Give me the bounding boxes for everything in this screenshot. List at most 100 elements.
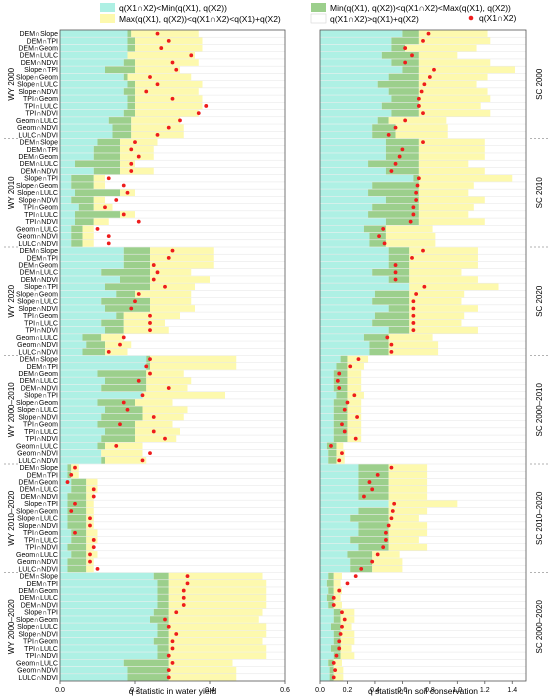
bar-max-segment [328, 572, 334, 580]
bar-max-segment [123, 247, 150, 254]
bar-sum-segment [135, 109, 199, 117]
q-point [375, 552, 380, 557]
bar-max-segment [71, 174, 94, 182]
bar-min-segment [60, 146, 94, 153]
bar-sum-segment [101, 334, 124, 341]
bar-max-segment [369, 348, 389, 356]
q-point [400, 147, 405, 152]
bar-max-segment [71, 232, 83, 240]
bar-max-segment [71, 529, 87, 537]
bar-max-segment [71, 478, 87, 486]
q-point [416, 104, 421, 108]
bar-max-segment [105, 66, 135, 74]
bar-max-segment [328, 659, 334, 667]
bar-max-segment [82, 348, 105, 356]
bar-min-segment [60, 391, 143, 399]
bar-max-segment [388, 88, 419, 95]
q-point [133, 140, 137, 145]
row-label: TPI∩NDVI [25, 328, 58, 335]
bar-sum-segment [135, 435, 177, 442]
bar-sum-segment [120, 138, 158, 146]
q-point [390, 509, 395, 513]
q-point [166, 386, 171, 390]
q-point [411, 328, 416, 333]
row-label: Geom∩LULC [16, 660, 58, 667]
bar-min-segment [60, 80, 128, 88]
bar-sum-segment [93, 182, 105, 189]
bar-min-segment [320, 572, 329, 580]
row-label: TPI∩LULC [24, 103, 58, 110]
q-point [166, 653, 171, 658]
bar-max-segment [358, 478, 389, 486]
x-tick-label: 1.0 [452, 687, 462, 694]
bar-max-segment [391, 109, 419, 117]
legend-swatch-white [310, 13, 327, 24]
plot-frame [319, 29, 527, 682]
bar-max-segment [333, 637, 341, 645]
q-point [353, 436, 358, 441]
bar-max-segment [402, 66, 419, 74]
bar-min-segment [320, 522, 359, 529]
q-point [337, 646, 342, 651]
q-point [181, 595, 186, 600]
bar-sum-segment [340, 630, 355, 638]
q-point [362, 494, 366, 499]
bar-min-segment [320, 616, 334, 623]
bar-min-segment [60, 261, 124, 269]
bar-sum-segment [131, 30, 199, 37]
bar-min-segment [60, 363, 147, 370]
bar-max-segment [377, 117, 389, 124]
q-point [353, 574, 358, 579]
bar-min-segment [60, 66, 105, 74]
row-label: DEM∩Slope [20, 574, 59, 581]
bar-max-segment [368, 160, 419, 168]
bar-sum-segment [135, 420, 173, 428]
q-point [118, 422, 122, 427]
q-point [342, 617, 347, 622]
row-label: TPI∩Geom [23, 639, 58, 646]
q-point [163, 617, 167, 622]
bar-sum-segment [105, 457, 147, 464]
bar-max-segment [123, 261, 150, 269]
q-point [159, 46, 164, 50]
plot-frame [59, 29, 286, 682]
bar-min-segment [60, 536, 72, 544]
bar-sum-segment [93, 196, 105, 204]
group-label: WY 2010 [7, 176, 16, 209]
bar-min-segment [320, 420, 334, 428]
bar-sum-segment [388, 500, 458, 508]
bar-sum-segment [418, 211, 469, 218]
q-point [342, 407, 347, 412]
bar-max-segment [333, 428, 348, 435]
q-point [331, 675, 336, 680]
bar-max-segment [363, 334, 389, 341]
bar-max-segment [350, 514, 389, 522]
bar-sum-segment [142, 391, 225, 399]
bar-max-segment [82, 334, 102, 341]
bar-min-segment [60, 312, 117, 320]
bar-sum-segment [131, 124, 184, 131]
row-label: Slope∩TPI [24, 501, 58, 508]
bar-sum-segment [168, 594, 267, 602]
bar-sum-segment [150, 269, 192, 276]
q-point [335, 378, 340, 383]
bar-min-segment [320, 211, 369, 218]
bar-sum-segment [347, 406, 362, 414]
group-5: DEM∩SlopeDEM∩TPIDEM∩GeomDEM∩LULCDEM∩NDVI… [7, 464, 100, 573]
q-point [166, 125, 171, 130]
bar-sum-segment [135, 59, 199, 66]
bar-sum-segment [168, 587, 267, 594]
bar-max-segment [127, 30, 132, 37]
q-point [136, 292, 141, 296]
bar-max-segment [71, 196, 94, 204]
row-label: DEM∩Geom [18, 45, 58, 52]
bar-sum-segment [418, 59, 491, 66]
bar-min-segment [320, 59, 392, 66]
bar-max-segment [127, 37, 135, 45]
bar-sum-segment [120, 211, 135, 218]
row-label: Slope∩NDVI [18, 89, 58, 96]
bar-min-segment [320, 319, 373, 327]
bar-min-segment [320, 507, 359, 515]
bar-min-segment [320, 514, 351, 522]
bar-max-segment [330, 645, 341, 652]
